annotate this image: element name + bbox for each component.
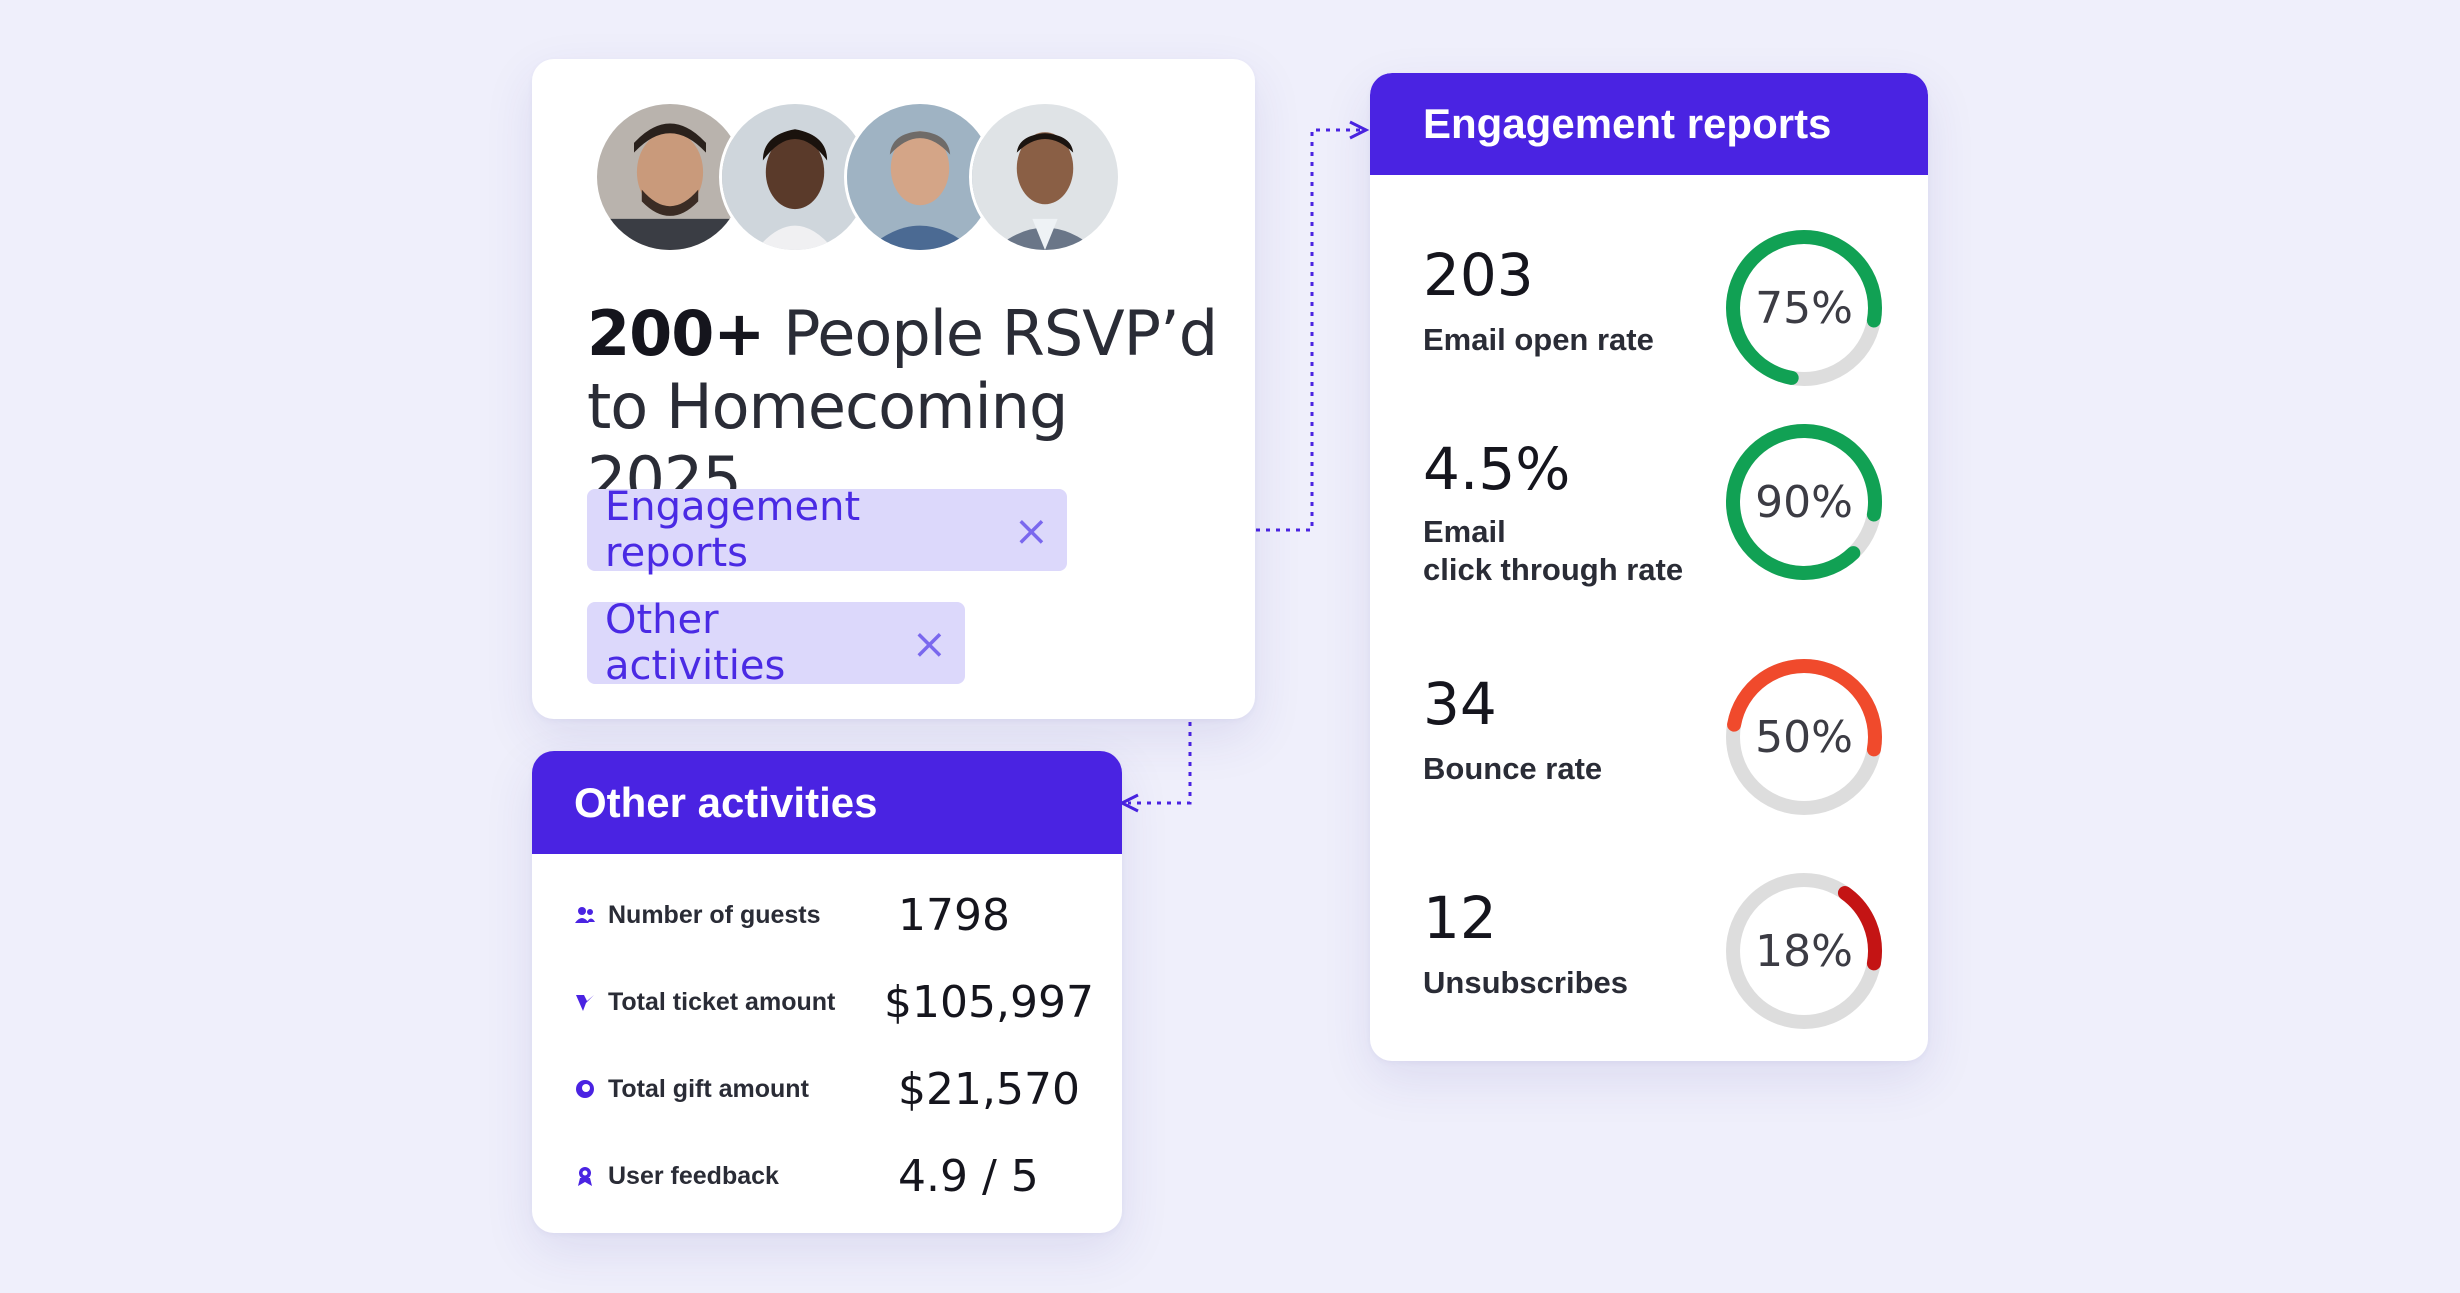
list-item: Total gift amount $21,570 (574, 1059, 1094, 1119)
metric-label-line2: click through rate (1423, 552, 1684, 587)
metric-percent: 50% (1755, 711, 1853, 763)
engagement-reports-header: Engagement reports (1370, 73, 1928, 175)
panel-title: Other activities (574, 778, 878, 826)
guests-icon (574, 904, 596, 926)
list-item: Total ticket amount $105,997 (574, 972, 1094, 1032)
list-item: User feedback 4.9 / 5 (574, 1146, 1094, 1206)
progress-ring (1726, 424, 1882, 580)
rsvp-card: 200+ People RSVP’d to Homecoming 2025 En… (532, 59, 1255, 719)
row-label: Total gift amount (608, 1074, 809, 1103)
close-icon[interactable]: × (1013, 505, 1049, 555)
chip-label: Other activities (605, 597, 786, 689)
metric-value: 12 (1423, 884, 1497, 952)
list-item: Number of guests 1798 (574, 885, 1094, 945)
ticket-icon (574, 991, 596, 1013)
progress-ring-fill (1726, 230, 1882, 386)
avatar-group (594, 101, 1154, 259)
progress-ring (1726, 230, 1882, 386)
row-label: Number of guests (608, 900, 821, 929)
close-icon[interactable]: × (911, 618, 947, 668)
metric-bounce-rate: 34 Bounce rate 50% (1423, 659, 1903, 840)
row-value: 1798 (898, 889, 1010, 941)
gift-icon (574, 1078, 596, 1100)
avatar[interactable] (844, 101, 996, 253)
other-activities-header: Other activities (532, 751, 1122, 854)
feedback-icon (574, 1165, 596, 1187)
rsvp-count: 200+ (587, 297, 765, 370)
progress-ring-fill (1726, 873, 1882, 1029)
metric-value: 4.5% (1423, 435, 1571, 503)
metric-value: 203 (1423, 241, 1534, 309)
metric-label: Email (1423, 514, 1506, 549)
metric-label: Bounce rate (1423, 751, 1603, 786)
row-label: Total ticket amount (608, 987, 836, 1016)
metric-value: 34 (1423, 670, 1497, 738)
avatar[interactable] (969, 101, 1121, 253)
metric-email-open-rate: 203 Email open rate 75% (1423, 230, 1903, 411)
metric-percent: 90% (1755, 476, 1853, 528)
engagement-reports-panel: Engagement reports 203 Email open rate 7… (1370, 73, 1928, 1061)
metric-click-through-rate: 4.5% Email click through rate 90% (1423, 424, 1903, 605)
progress-ring-fill (1726, 659, 1882, 815)
page-title: 200+ People RSVP’d to Homecoming 2025 (587, 297, 1227, 516)
metric-label: Email open rate (1423, 322, 1654, 357)
progress-ring (1726, 659, 1882, 815)
filter-chip-other-activities[interactable]: Other activities × (587, 597, 965, 689)
row-value: $21,570 (898, 1063, 1080, 1115)
metric-percent: 75% (1755, 282, 1853, 334)
row-value: 4.9 / 5 (898, 1150, 1039, 1202)
progress-ring (1726, 873, 1882, 1029)
metric-percent: 18% (1755, 925, 1853, 977)
other-activities-panel: Other activities Number of guests 1798 T… (532, 751, 1122, 1233)
rsvp-headline-text: People RSVP’d to Homecoming 2025 (587, 297, 1218, 516)
chip-label: Engagement reports (605, 484, 861, 576)
metric-label: Unsubscribes (1423, 965, 1629, 1000)
row-label: User feedback (608, 1161, 779, 1190)
metric-unsubscribes: 12 Unsubscribes 18% (1423, 873, 1903, 1054)
row-value: $105,997 (884, 976, 1094, 1028)
progress-ring-fill (1726, 424, 1882, 580)
panel-title: Engagement reports (1423, 100, 1832, 147)
filter-chip-engagement-reports[interactable]: Engagement reports × (587, 484, 1067, 576)
